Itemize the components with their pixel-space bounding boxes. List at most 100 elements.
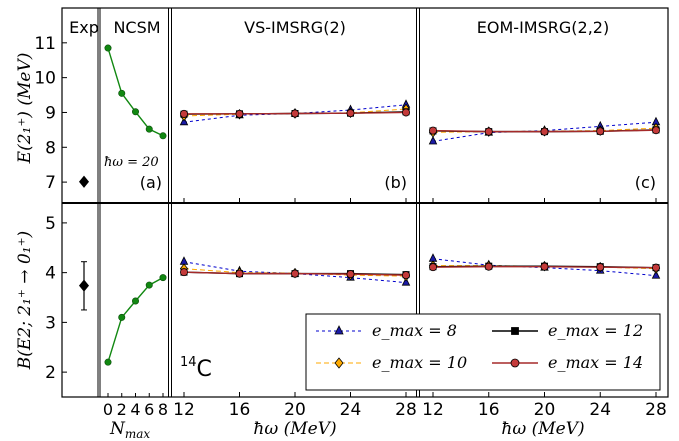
ncsm-B-point xyxy=(159,274,167,282)
eom-hw-tick-label: 24 xyxy=(589,400,611,420)
bottom-y-axis-label: B(E2; 2₁⁺ → 0₁⁺) xyxy=(15,231,35,370)
hw-axis-label-eom: ħω (MeV) xyxy=(501,419,584,439)
e14-vs_E-point xyxy=(179,109,188,118)
e14-eom_B-point xyxy=(540,262,549,271)
eom-hw-tick-label: 16 xyxy=(478,400,500,420)
exp-B-point xyxy=(78,279,90,292)
e14-eom_B-point xyxy=(428,263,437,272)
e8-eom_B-line xyxy=(432,258,657,277)
nmax-tick-label: 6 xyxy=(144,400,154,419)
ncsm-E-point xyxy=(104,44,112,52)
e10-vs_E-line xyxy=(183,108,407,117)
exp-E-point xyxy=(78,175,90,188)
nmax-tick-label: 0 xyxy=(103,400,113,419)
bottom-y-tick-label: 5 xyxy=(45,214,56,234)
nmax-axis-main: N xyxy=(109,419,126,439)
vs-hw-tick-label: 24 xyxy=(340,400,362,420)
e14-vs_B-point xyxy=(346,270,355,279)
bottom-y-tick-label: 4 xyxy=(45,264,56,284)
e8-eom_B-point xyxy=(428,253,438,262)
e14-eom_E-point xyxy=(428,126,437,135)
vs-hw-tick-label: 16 xyxy=(229,400,251,420)
ncsm-E-point xyxy=(132,108,140,116)
legend-label-e14: e_max = 14 xyxy=(548,353,643,372)
e8-eom_E-line xyxy=(432,121,657,142)
ncsm-E-point xyxy=(159,132,167,140)
e14-eom_B-point xyxy=(484,262,493,271)
vs-hw-tick-label: 28 xyxy=(395,400,417,420)
vs-hw-tick-label: 20 xyxy=(284,400,306,420)
nucleus-symbol: C xyxy=(197,357,212,382)
top-y-tick-label: 10 xyxy=(34,69,56,89)
bottom-y-tick-label: 3 xyxy=(45,313,56,333)
e14-vs_B-point xyxy=(179,268,188,277)
eom-imsrg-title: EOM-IMSRG(2,2) xyxy=(477,18,609,37)
nucleus-label: 14C xyxy=(180,355,212,382)
e14-vs_B-point xyxy=(290,269,299,278)
e14-eom_E-point xyxy=(484,127,493,136)
top-y-tick-label: 8 xyxy=(45,138,56,158)
nmax-tick-label: 8 xyxy=(158,400,168,419)
e14-vs_B-point xyxy=(401,271,410,280)
e14-eom_E-point xyxy=(596,127,605,136)
e8-eom_E-point xyxy=(428,135,438,145)
ncsm-B-point xyxy=(118,313,126,321)
ncsm-B-point xyxy=(145,281,153,289)
e14-eom_E-point xyxy=(652,126,661,135)
e14-vs_B-point xyxy=(235,269,244,278)
eom-hw-tick-label: 12 xyxy=(422,400,444,420)
top-y-tick-label: 7 xyxy=(45,173,56,193)
e10-vs_B-line xyxy=(183,268,407,277)
nmax-axis-label: Nmax xyxy=(109,419,150,441)
hw-axis-label-vs: ħω (MeV) xyxy=(253,419,336,439)
bottom-y-tick-label: 2 xyxy=(45,363,56,383)
legend-label-e10: e_max = 10 xyxy=(372,353,467,372)
top-y-tick-label: 9 xyxy=(45,103,56,123)
nmax-axis-sub: max xyxy=(125,427,151,441)
top-y-tick-label: 11 xyxy=(34,34,56,54)
ncsm-title: NCSM xyxy=(113,18,160,37)
e8-eom_B-point xyxy=(651,270,661,279)
e8-vs_E-line xyxy=(183,104,407,123)
ncsm-E-line xyxy=(107,47,164,137)
nmax-tick-label: 2 xyxy=(117,400,127,419)
legend: e_max = 8 e_max = 10 e_max = 12 e_max = 14 xyxy=(305,313,661,391)
legend-marker-e8 xyxy=(334,325,344,335)
legend-label-e8: e_max = 8 xyxy=(372,321,457,340)
legend-marker-e12 xyxy=(511,327,519,335)
eom-hw-tick-label: 20 xyxy=(534,400,556,420)
vs-hw-tick-label: 12 xyxy=(173,400,195,420)
e14-eom_B-point xyxy=(596,263,605,272)
exp-title: Exp xyxy=(69,18,99,37)
e14-eom_E-point xyxy=(540,127,549,136)
ncsm-B-point xyxy=(132,297,140,305)
top-y-axis-label: E(2₁⁺) (MeV) xyxy=(15,53,35,165)
hw-note: ħω = 20 xyxy=(104,155,159,170)
e14-vs_E-point xyxy=(401,108,410,117)
data-series xyxy=(78,44,661,366)
ncsm-B-point xyxy=(104,358,112,366)
eom-hw-tick-label: 28 xyxy=(645,400,667,420)
ncsm-E-point xyxy=(145,125,153,133)
e10-eom_E-line xyxy=(432,127,657,133)
e8-vs_B-line xyxy=(183,261,407,284)
panel-tag-c: (c) xyxy=(635,173,656,192)
e8-vs_B-point xyxy=(179,256,189,265)
ncsm-E-point xyxy=(118,89,126,97)
e14-vs_E-point xyxy=(346,109,355,118)
legend-marker-e14 xyxy=(510,358,520,368)
e14-vs_E-point xyxy=(235,109,244,118)
legend-marker-e10 xyxy=(334,357,344,369)
vs-imsrg-title: VS-IMSRG(2) xyxy=(244,18,346,37)
ncsm-B-line xyxy=(107,277,164,363)
nmax-tick-label: 4 xyxy=(130,400,140,419)
legend-label-e12: e_max = 12 xyxy=(548,321,643,340)
e8-vs_B-point xyxy=(401,277,411,286)
e8-vs_E-point xyxy=(179,116,189,126)
panel-tag-a: (a) xyxy=(140,173,162,192)
e14-eom_B-point xyxy=(652,263,661,272)
e14-vs_E-point xyxy=(290,109,299,118)
nucleus-mass: 14 xyxy=(180,355,197,370)
